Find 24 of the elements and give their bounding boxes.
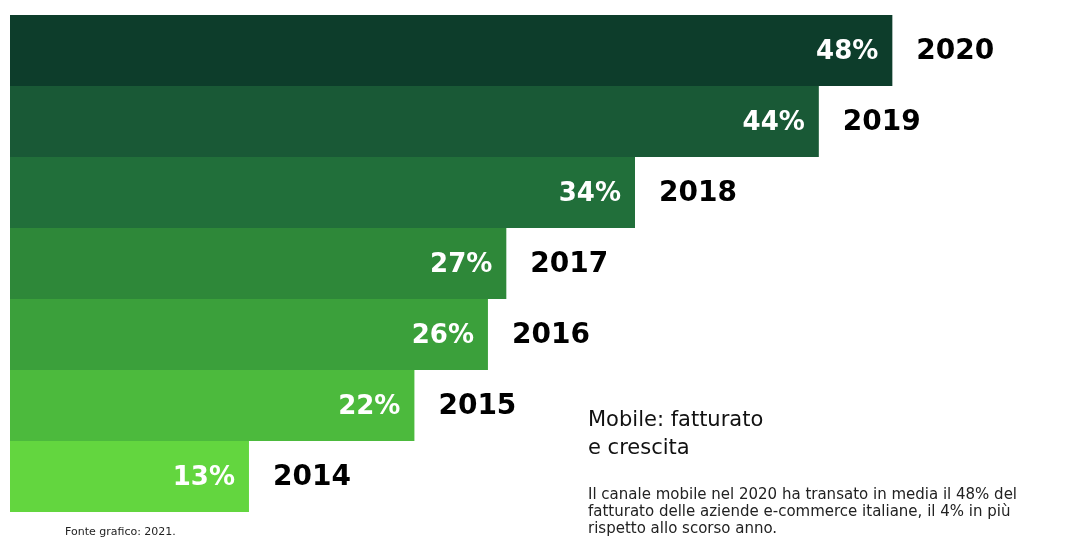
bar bbox=[10, 86, 819, 157]
bar bbox=[10, 157, 635, 228]
text: Mobile: fatturato e crescita bbox=[588, 407, 764, 459]
y-tick-label: 2017 bbox=[530, 245, 609, 279]
y-tick-label: 2020 bbox=[916, 32, 995, 66]
y-tick-label: 2019 bbox=[842, 103, 921, 137]
source-note: Fonte grafico: 2021. bbox=[65, 525, 176, 538]
bar bbox=[10, 15, 893, 86]
data-label: 48% bbox=[816, 34, 879, 65]
data-label: 27% bbox=[430, 247, 493, 278]
data-label: 22% bbox=[338, 389, 401, 420]
data-label: 26% bbox=[411, 318, 474, 349]
data-label: 34% bbox=[558, 176, 621, 207]
y-tick-label: 2016 bbox=[511, 316, 590, 350]
bar bbox=[10, 441, 249, 512]
y-tick-label: 2015 bbox=[438, 387, 517, 421]
y-tick-label: 2014 bbox=[272, 458, 351, 492]
y-tick-label: 2018 bbox=[659, 174, 737, 208]
bar bbox=[10, 370, 415, 441]
bar bbox=[10, 228, 507, 299]
annotation: Il canale mobile nel 2020 ha transato in media il 48% del fatturato delle aziende e-commerce italiane, il 4% in più rispetto allo scorso anno. bbox=[588, 485, 1018, 537]
bar bbox=[10, 299, 488, 370]
data-label: 44% bbox=[742, 105, 805, 136]
data-label: 13% bbox=[172, 460, 235, 491]
